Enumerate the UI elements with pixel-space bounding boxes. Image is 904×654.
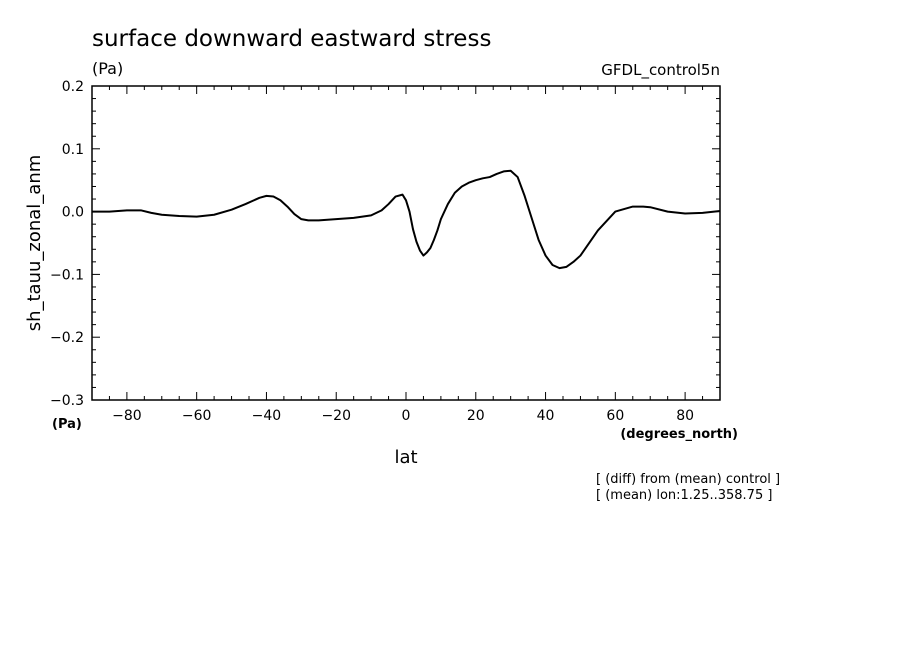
y-tick-label: 0.2 [62, 79, 84, 95]
note-mean: [ (mean) lon:1.25..358.75 ] [596, 488, 772, 503]
y-tick-label: 0.1 [62, 142, 84, 158]
chart-title: surface downward eastward stress [92, 26, 491, 52]
y-tick-labels: 0.2 0.1 0.0 −0.1 −0.2 −0.3 [50, 79, 84, 409]
y-axis-label: sh_tauu_zonal_anm [24, 155, 45, 332]
y-axis-units: (Pa) [52, 417, 82, 432]
x-tick-label: 0 [402, 408, 411, 424]
x-tick-label: 80 [676, 408, 694, 424]
source-label: GFDL_control5n [601, 61, 720, 80]
y-tick-label: 0.0 [62, 205, 84, 221]
axis-ticks [91, 85, 721, 401]
x-axis-units: (degrees_north) [620, 427, 738, 442]
title-units: (Pa) [92, 59, 123, 78]
x-tick-label: −80 [112, 408, 142, 424]
x-tick-label: −20 [321, 408, 351, 424]
x-tick-labels: −80 −60 −40 −20 0 20 40 60 80 [112, 408, 694, 424]
y-tick-label: −0.3 [50, 393, 84, 409]
x-tick-label: 40 [537, 408, 555, 424]
x-tick-label: −60 [182, 408, 212, 424]
x-tick-label: −40 [252, 408, 282, 424]
series-line [92, 169, 721, 270]
y-tick-label: −0.2 [50, 330, 84, 346]
y-tick-label: −0.1 [50, 267, 84, 283]
x-tick-label: 20 [467, 408, 485, 424]
x-axis-label: lat [394, 447, 417, 468]
x-tick-label: 60 [606, 408, 624, 424]
plot-frame [91, 85, 721, 401]
note-diff: [ (diff) from (mean) control ] [596, 472, 780, 487]
